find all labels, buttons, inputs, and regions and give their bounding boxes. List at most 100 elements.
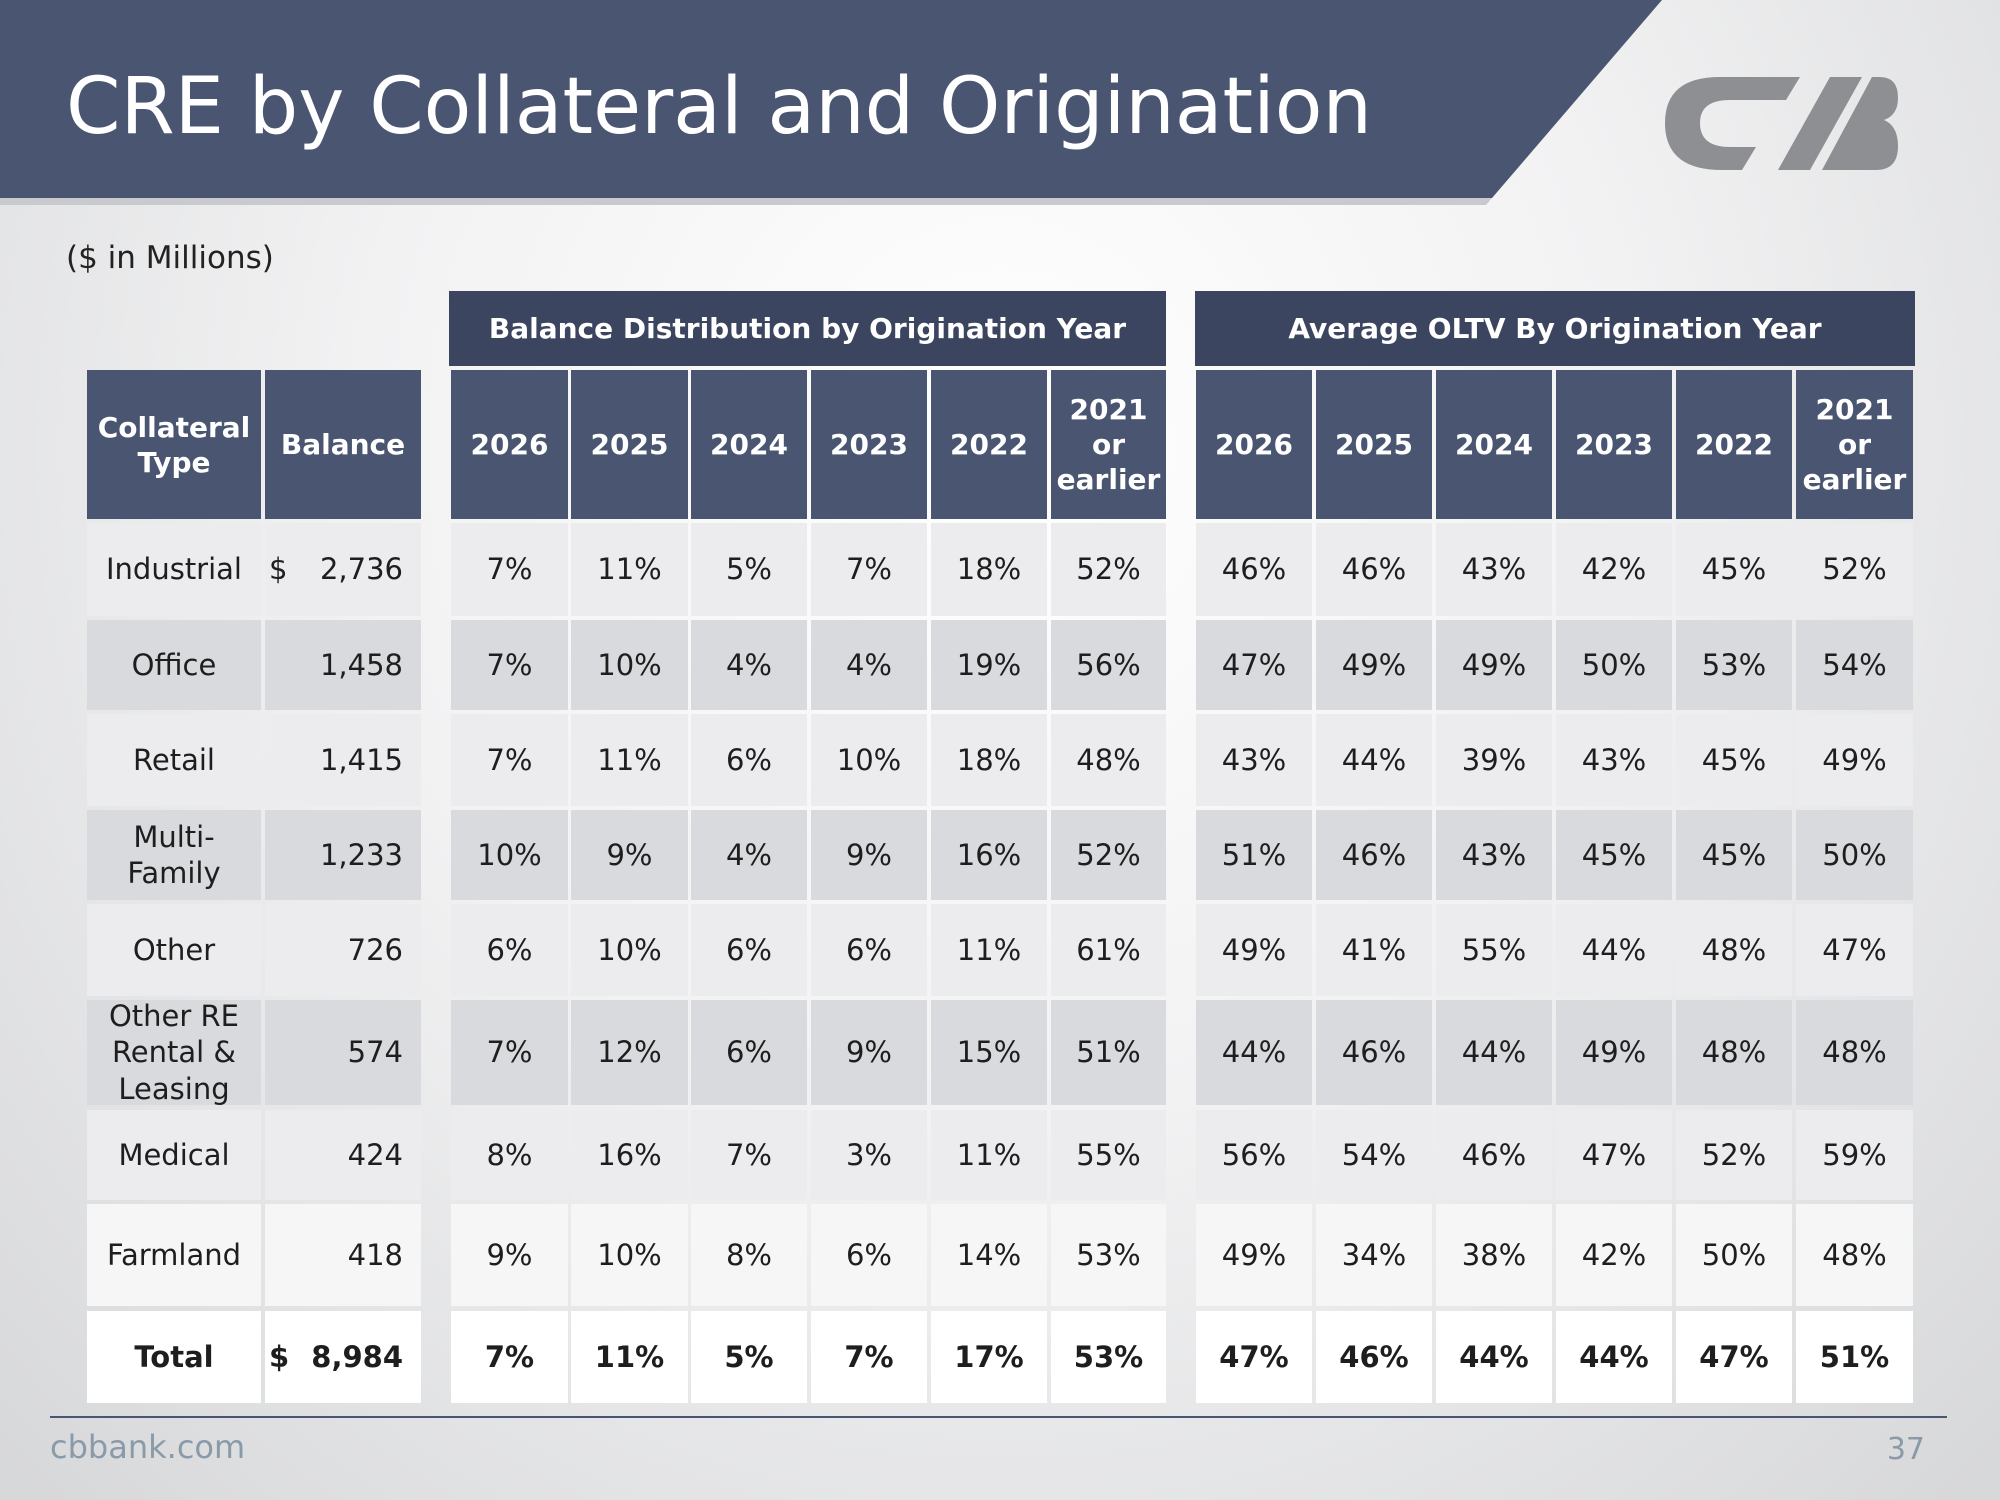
oltv-cell: 45% xyxy=(1556,810,1672,900)
distribution-cell: 4% xyxy=(811,620,927,710)
oltv-cell: 39% xyxy=(1436,714,1552,806)
oltv-cell: 50% xyxy=(1796,810,1913,900)
balance-cell: 1,458 xyxy=(265,620,421,710)
oltv-cell: 44% xyxy=(1436,1311,1552,1403)
oltv-cell: 34% xyxy=(1316,1204,1432,1306)
distribution-cell: 6% xyxy=(691,904,807,996)
subtitle: ($ in Millions) xyxy=(66,240,274,276)
row-label: Total xyxy=(87,1311,261,1403)
oltv-cell: 51% xyxy=(1796,1311,1913,1403)
distribution-cell: 4% xyxy=(691,810,807,900)
distribution-cell: 56% xyxy=(1051,620,1166,710)
distribution-cell: 12% xyxy=(571,1000,688,1105)
balance-cell: 1,415 xyxy=(265,714,421,806)
distribution-cell: 7% xyxy=(691,1110,807,1200)
distribution-cell: 9% xyxy=(571,810,688,900)
website: cbbank.com xyxy=(50,1428,246,1466)
distribution-cell: 51% xyxy=(1051,1000,1166,1105)
distribution-cell: 10% xyxy=(811,714,927,806)
title-band xyxy=(0,0,1662,198)
column-header: 2023 xyxy=(811,370,927,519)
distribution-cell: 11% xyxy=(571,1311,688,1403)
oltv-cell: 46% xyxy=(1316,523,1432,616)
distribution-cell: 5% xyxy=(691,1311,807,1403)
oltv-cell: 44% xyxy=(1436,1000,1552,1105)
oltv-cell: 43% xyxy=(1556,714,1672,806)
oltv-cell: 41% xyxy=(1316,904,1432,996)
title-bar xyxy=(0,0,1898,205)
oltv-cell: 43% xyxy=(1196,714,1312,806)
column-header: 2026 xyxy=(451,370,568,519)
oltv-cell: 47% xyxy=(1796,904,1913,996)
oltv-cell: 52% xyxy=(1796,523,1913,616)
currency: $ xyxy=(269,552,288,587)
distribution-cell: 4% xyxy=(691,620,807,710)
oltv-cell: 44% xyxy=(1316,714,1432,806)
distribution-cell: 5% xyxy=(691,523,807,616)
oltv-cell: 49% xyxy=(1196,904,1312,996)
column-header: 2024 xyxy=(1436,370,1552,519)
oltv-cell: 52% xyxy=(1676,1110,1792,1200)
distribution-cell: 6% xyxy=(811,904,927,996)
distribution-cell: 7% xyxy=(451,714,568,806)
distribution-cell: 16% xyxy=(931,810,1047,900)
distribution-cell: 16% xyxy=(571,1110,688,1200)
distribution-cell: 52% xyxy=(1051,523,1166,616)
distribution-cell: 7% xyxy=(451,523,568,616)
oltv-cell: 56% xyxy=(1196,1110,1312,1200)
row-label: Industrial xyxy=(87,523,261,616)
balance: 726 xyxy=(347,932,403,967)
oltv-cell: 47% xyxy=(1676,1311,1792,1403)
oltv-cell: 48% xyxy=(1676,904,1792,996)
row-label: Multi-Family xyxy=(87,810,261,900)
oltv-cell: 47% xyxy=(1196,620,1312,710)
distribution-cell: 15% xyxy=(931,1000,1047,1105)
oltv-cell: 45% xyxy=(1676,714,1792,806)
oltv-cell: 49% xyxy=(1196,1204,1312,1306)
oltv-cell: 49% xyxy=(1316,620,1432,710)
oltv-cell: 49% xyxy=(1436,620,1552,710)
oltv-cell: 59% xyxy=(1796,1110,1913,1200)
oltv-cell: 46% xyxy=(1316,1000,1432,1105)
oltv-cell: 43% xyxy=(1436,810,1552,900)
oltv-cell: 43% xyxy=(1436,523,1552,616)
distribution-cell: 9% xyxy=(451,1204,568,1306)
distribution-cell: 7% xyxy=(811,523,927,616)
distribution-cell: 8% xyxy=(691,1204,807,1306)
distribution-cell: 11% xyxy=(931,1110,1047,1200)
distribution-cell: 6% xyxy=(811,1204,927,1306)
oltv-cell: 46% xyxy=(1316,810,1432,900)
oltv-cell: 48% xyxy=(1796,1204,1913,1306)
distribution-cell: 61% xyxy=(1051,904,1166,996)
balance: 418 xyxy=(347,1237,403,1272)
distribution-cell: 18% xyxy=(931,523,1047,616)
distribution-cell: 7% xyxy=(811,1311,927,1403)
row-label: Retail xyxy=(87,714,261,806)
page-number: 37 xyxy=(1886,1432,1925,1467)
balance: 8,984 xyxy=(311,1339,403,1374)
distribution-cell: 6% xyxy=(691,714,807,806)
balance: 1,233 xyxy=(319,837,403,872)
balance: 574 xyxy=(347,1035,403,1070)
distribution-cell: 10% xyxy=(571,904,688,996)
distribution-cell: 48% xyxy=(1051,714,1166,806)
group-header: Average OLTV By Origination Year xyxy=(1195,291,1915,366)
column-header: 2026 xyxy=(1196,370,1312,519)
distribution-cell: 19% xyxy=(931,620,1047,710)
column-header: 2022 xyxy=(931,370,1047,519)
oltv-cell: 50% xyxy=(1556,620,1672,710)
footer-rule xyxy=(50,1416,1947,1418)
oltv-cell: 44% xyxy=(1556,1311,1672,1403)
oltv-cell: 53% xyxy=(1676,620,1792,710)
row-label: Medical xyxy=(87,1110,261,1200)
balance-cell: 574 xyxy=(265,1000,421,1105)
distribution-cell: 18% xyxy=(931,714,1047,806)
distribution-cell: 9% xyxy=(811,810,927,900)
column-header: Balance xyxy=(265,370,421,519)
distribution-cell: 55% xyxy=(1051,1110,1166,1200)
distribution-cell: 7% xyxy=(451,1000,568,1105)
distribution-cell: 6% xyxy=(691,1000,807,1105)
oltv-cell: 50% xyxy=(1676,1204,1792,1306)
oltv-cell: 45% xyxy=(1676,523,1792,616)
oltv-cell: 46% xyxy=(1196,523,1312,616)
